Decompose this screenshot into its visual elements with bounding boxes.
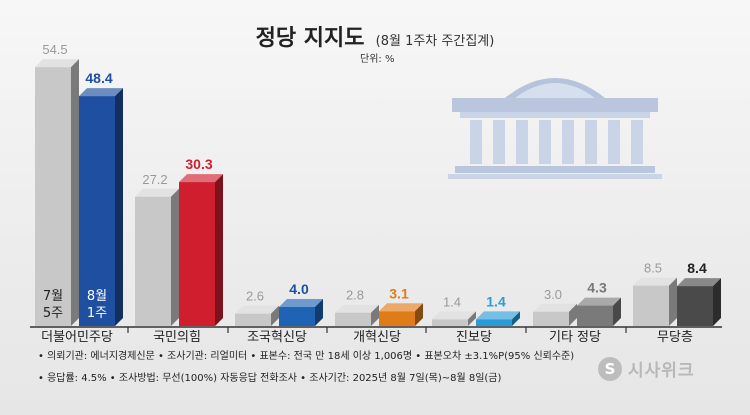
bar-curr [279, 299, 323, 326]
column [516, 120, 528, 164]
legend-label-prev: 5주 [43, 306, 63, 321]
bar-curr [577, 297, 621, 326]
chart-subtitle: (8월 1주차 주간집계) [375, 34, 495, 49]
entablature [460, 112, 650, 118]
bar-curr [677, 278, 721, 326]
publisher-logo: S 시사위크 [598, 356, 695, 381]
value-label-prev: 1.4 [443, 294, 461, 309]
category-label: 조국혁신당 [247, 330, 307, 345]
category-label: 무당층 [657, 330, 693, 345]
column [470, 120, 482, 164]
bar-prev [633, 277, 677, 326]
survey-note-line: • 응답률: 4.5% • 조사방법: 무선(100%) 자동응답 전화조사 •… [38, 373, 502, 384]
value-label-prev: 3.0 [544, 287, 562, 302]
national-assembly-building-icon [448, 78, 662, 179]
category-label: 기타 정당 [549, 330, 601, 345]
chart-title-block: 정당 지지도 (8월 1주차 주간집계) [0, 20, 750, 52]
bar-curr [379, 303, 423, 326]
legend-label-curr: 1주 [87, 306, 107, 321]
category-label: 진보당 [456, 330, 492, 345]
bar-prev [35, 59, 79, 326]
s-circle-icon: S [598, 356, 622, 381]
dome-highlight [515, 83, 595, 98]
base-step [448, 174, 662, 179]
roof [452, 98, 658, 112]
logo-text: 시사위크 [628, 361, 695, 381]
bar-prev [135, 188, 179, 326]
category-label: 더불어민주당 [41, 330, 113, 345]
column [608, 120, 620, 164]
value-label-prev: 8.5 [644, 261, 662, 276]
column [585, 120, 597, 164]
value-label-curr: 1.4 [486, 293, 506, 309]
column [539, 120, 551, 164]
value-label-curr: 8.4 [687, 260, 707, 276]
unit-label: 단위: % [360, 54, 395, 65]
bar-prev [335, 304, 379, 326]
value-label-prev: 2.6 [246, 289, 264, 304]
bar-curr [79, 88, 123, 326]
legend-label-curr: 8월 [87, 289, 107, 304]
column [631, 120, 643, 164]
column [562, 120, 574, 164]
value-label-curr: 4.0 [289, 281, 309, 297]
chart-title: 정당 지지도 [255, 26, 365, 51]
bar-curr [476, 311, 520, 326]
bar-curr [179, 174, 223, 326]
column [493, 120, 505, 164]
bar-prev [432, 311, 476, 326]
category-label: 국민의힘 [153, 330, 201, 345]
value-label-prev: 2.8 [346, 288, 364, 303]
legend-label-prev: 7월 [43, 289, 63, 304]
value-label-curr: 30.3 [185, 156, 212, 172]
base-step [455, 166, 655, 173]
value-label-prev: 27.2 [142, 172, 167, 187]
value-label-curr: 4.3 [587, 280, 607, 296]
value-label-curr: 48.4 [85, 70, 112, 86]
value-label-curr: 3.1 [389, 285, 409, 301]
bar-prev [235, 305, 279, 326]
category-label: 개혁신당 [353, 330, 401, 345]
bar-prev [533, 303, 577, 326]
survey-notes: • 의뢰기관: 에너지경제신문 • 조사기관: 리얼미터 • 표본수: 전국 만… [38, 346, 574, 390]
survey-note-line: • 의뢰기관: 에너지경제신문 • 조사기관: 리얼미터 • 표본수: 전국 만… [38, 351, 575, 362]
value-label-prev: 54.5 [42, 42, 67, 57]
